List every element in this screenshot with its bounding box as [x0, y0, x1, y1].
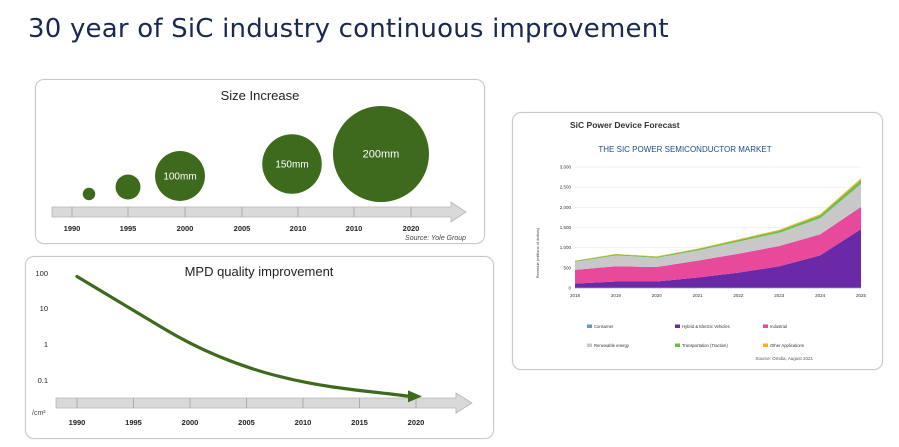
timeline-arrow: [55, 392, 473, 414]
size-chart-title: Size Increase: [221, 88, 300, 103]
mpd-chart-title: MPD quality improvement: [185, 264, 334, 279]
mpd-curve: [75, 274, 412, 398]
y-tick-label: 0.1: [38, 376, 48, 385]
x-tick-label: 2024: [815, 293, 826, 298]
wafer-circle: [333, 106, 429, 202]
x-tick-label: 2018: [570, 293, 581, 298]
legend-label: Transportation (Traction): [682, 343, 728, 348]
legend-label: Consumer: [594, 324, 614, 329]
page-title: 30 year of SiC industry continuous impro…: [28, 14, 669, 44]
x-tick-label: 2023: [774, 293, 785, 298]
legend-swatch: [763, 324, 768, 328]
size-increase-panel: Size Increase Source: Yole Group 1990 199…: [35, 79, 485, 244]
x-tick-label: 2010: [295, 418, 312, 427]
legend-label: Renewable energy: [594, 343, 630, 348]
mpd-quality-panel: MPD quality improvement /cm² 100 10 1 0.1 19…: [25, 256, 494, 439]
forecast-header: SiC Power Device Forecast: [570, 120, 680, 130]
wafer-circle: [82, 187, 96, 201]
legend-swatch: [587, 324, 592, 328]
legend-swatch: [675, 324, 680, 328]
legend-label: Hybrid & Electric Vehicles: [682, 324, 730, 329]
x-tick-label: 2020: [408, 418, 425, 427]
legend-swatch: [587, 343, 592, 347]
y-tick-label: 1,000: [560, 245, 572, 250]
forecast-panel: SiC Power Device Forecast THE SIC POWER …: [512, 112, 883, 370]
legend-swatch: [763, 343, 768, 347]
y-tick-label: 1,500: [560, 225, 572, 230]
area-series: [575, 229, 861, 288]
y-tick-label: 3,000: [560, 165, 572, 170]
x-tick-label: 1995: [120, 224, 137, 233]
x-tick-label: 1990: [64, 224, 81, 233]
x-tick-label: 2005: [234, 224, 251, 233]
area-series: [575, 183, 861, 270]
x-tick-label: 2019: [611, 293, 622, 298]
forecast-chart: SiC Power Device Forecast THE SIC POWER …: [535, 120, 867, 361]
timeline-arrow: [51, 201, 467, 223]
x-tick-label: 2005: [238, 418, 255, 427]
x-tick-label: 1990: [69, 418, 86, 427]
x-tick-label: 2020: [652, 293, 663, 298]
y-tick-label: 0: [568, 286, 571, 291]
legend-label: Other Applications: [770, 343, 804, 348]
wafer-circle: [262, 134, 322, 194]
area-series: [575, 206, 861, 284]
x-tick-label: 2010: [290, 224, 307, 233]
forecast-title: THE SIC POWER SEMICONDUCTOR MARKET: [598, 145, 771, 154]
wafer-size-label: 100mm: [163, 172, 196, 183]
x-tick-label: 2000: [177, 224, 194, 233]
x-tick-label: 2022: [733, 293, 744, 298]
y-tick-label: 100: [35, 269, 48, 278]
x-tick-label: 2025: [856, 293, 867, 298]
mpd-curve-arrowhead: [408, 390, 422, 403]
x-tick-label: 2020: [403, 224, 420, 233]
forecast-y-axis-label: Revenue (millions of dollars): [535, 227, 540, 278]
y-tick-label: 500: [563, 265, 571, 270]
mpd-quality-chart: MPD quality improvement /cm² 100 10 1 0.1 19…: [32, 264, 473, 427]
y-tick-label: 2,500: [560, 185, 572, 190]
area-series: [575, 178, 861, 261]
y-tick-label: 2,000: [560, 205, 572, 210]
wafer-size-label: 200mm: [363, 149, 400, 161]
wafer-circle: [155, 151, 205, 201]
wafer-size-label: 150mm: [275, 160, 308, 171]
legend-label: Industrial: [770, 324, 787, 329]
area-series: [575, 179, 861, 262]
x-tick-label: 2015: [351, 418, 368, 427]
y-tick-label: 10: [40, 304, 48, 313]
forecast-source: Source: Omdia, August 2021: [755, 356, 813, 361]
mpd-y-unit: /cm²: [32, 410, 46, 417]
legend-swatch: [675, 343, 680, 347]
x-tick-label: 2010: [346, 224, 363, 233]
wafer-circle: [115, 174, 141, 200]
x-tick-label: 2021: [693, 293, 704, 298]
size-chart-source: Source: Yole Group: [405, 235, 466, 242]
x-tick-label: 2000: [182, 418, 199, 427]
x-tick-label: 1995: [125, 418, 142, 427]
size-increase-chart: Size Increase Source: Yole Group 1990 199…: [51, 88, 467, 242]
y-tick-label: 1: [44, 340, 48, 349]
